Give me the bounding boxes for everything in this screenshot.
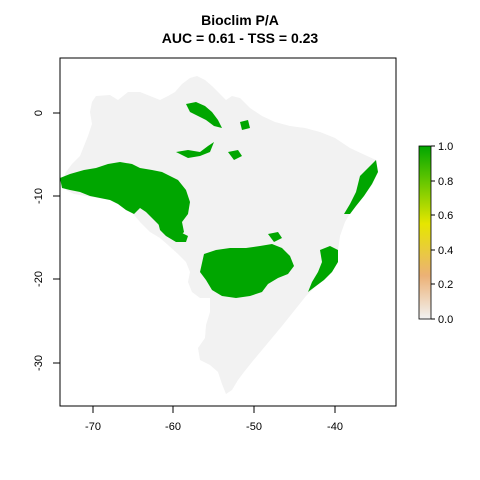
x-tick-label: -60 bbox=[165, 421, 181, 433]
x-axis: -70 -60 -50 -40 bbox=[85, 406, 343, 433]
legend-tick-label: 1.0 bbox=[438, 141, 453, 153]
y-tick-label: 0 bbox=[33, 110, 45, 116]
presence-area-east-coast bbox=[344, 160, 378, 214]
legend-tick-label: 0.4 bbox=[438, 245, 453, 257]
presence-area-mid-patch bbox=[268, 232, 282, 242]
presence-areas bbox=[60, 102, 378, 298]
plot-subtitle: AUC = 0.61 - TSS = 0.23 bbox=[161, 30, 319, 46]
x-tick-label: -50 bbox=[246, 421, 262, 433]
x-tick-label: -70 bbox=[85, 421, 101, 433]
y-axis: 0 -10 -20 -30 bbox=[33, 110, 60, 371]
presence-area-north bbox=[186, 102, 222, 128]
legend-tick-label: 0.6 bbox=[438, 210, 453, 222]
presence-area-central bbox=[200, 244, 294, 298]
presence-area-west bbox=[60, 162, 190, 238]
legend: 1.0 0.8 0.6 0.4 0.2 0.0 bbox=[418, 141, 453, 326]
plot-title: Bioclim P/A bbox=[201, 12, 279, 28]
y-tick-label: -20 bbox=[33, 271, 45, 287]
legend-colorbar bbox=[418, 145, 432, 320]
y-tick-label: -30 bbox=[33, 355, 45, 371]
presence-area-north-patch bbox=[228, 150, 242, 160]
legend-tick-label: 0.8 bbox=[438, 176, 453, 188]
brazil-landmass bbox=[62, 76, 378, 394]
presence-area-rondonia bbox=[158, 222, 188, 242]
legend-tick-label: 0.0 bbox=[438, 314, 453, 326]
presence-area-north-center bbox=[176, 142, 214, 158]
x-tick-label: -40 bbox=[327, 421, 343, 433]
y-tick-label: -10 bbox=[33, 188, 45, 204]
legend-tick-label: 0.2 bbox=[438, 279, 453, 291]
presence-area-southeast bbox=[308, 246, 338, 292]
presence-area-small-patch bbox=[240, 120, 250, 130]
plot-area bbox=[59, 57, 397, 407]
